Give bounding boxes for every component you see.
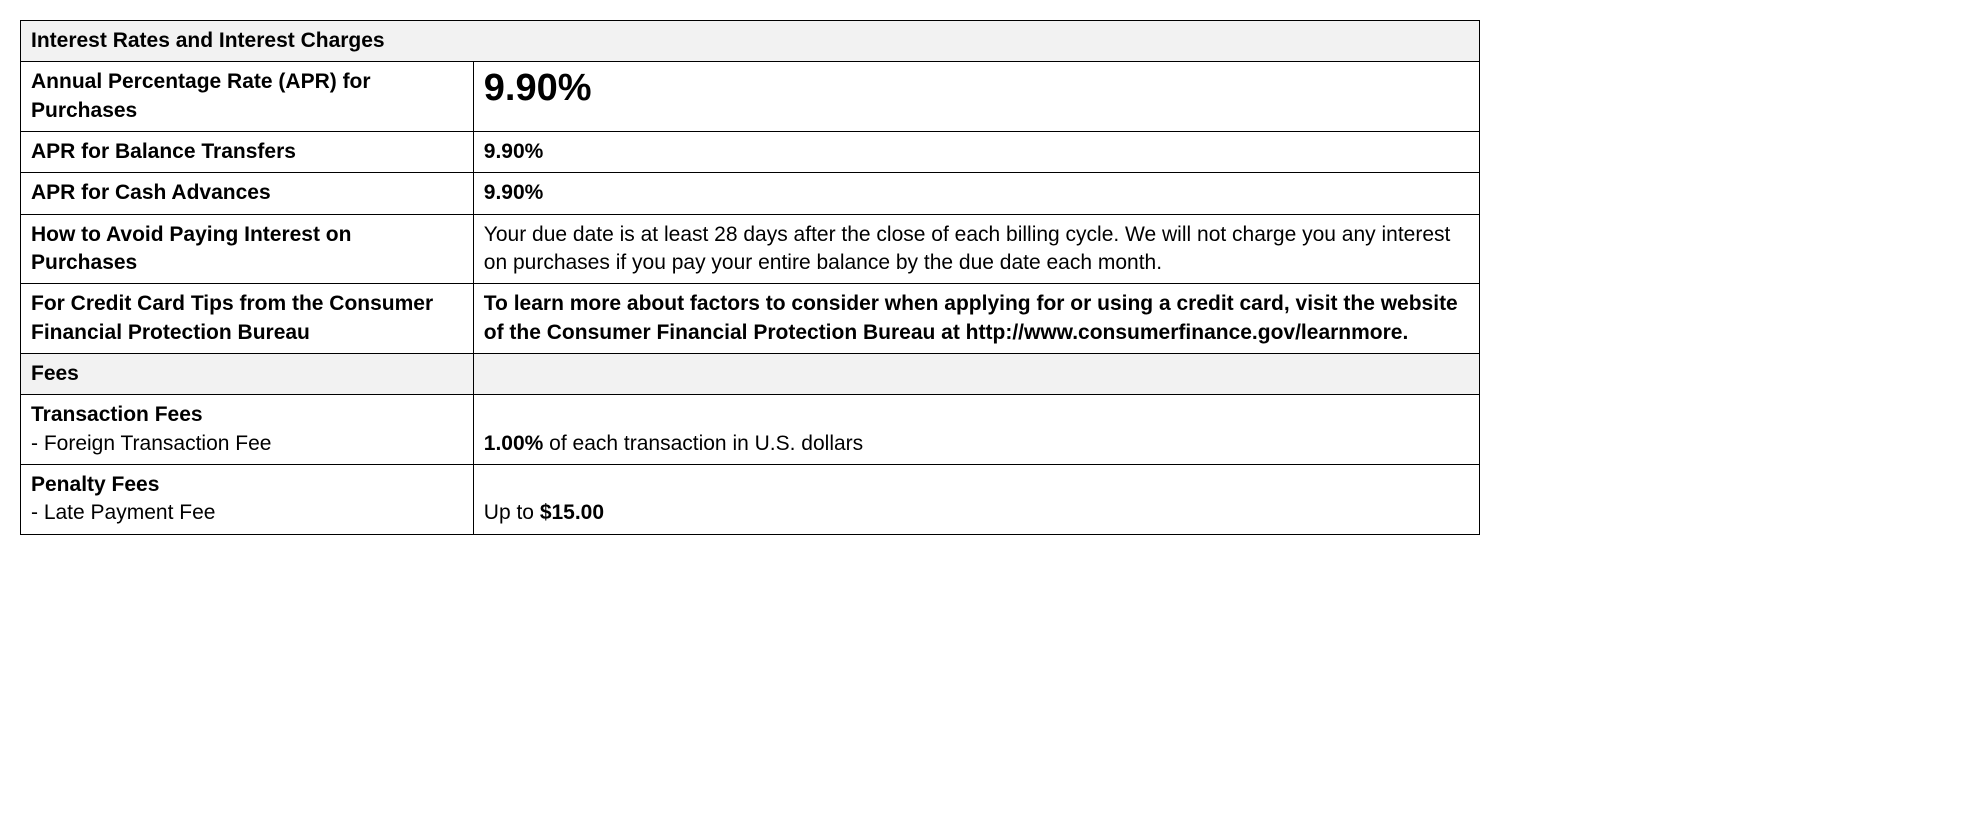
value-apr-cash: 9.90% bbox=[473, 173, 1479, 214]
label-cfpb-tips: For Credit Card Tips from the Consumer F… bbox=[21, 284, 474, 354]
transaction-fee-item: - Foreign Transaction Fee bbox=[31, 430, 463, 458]
row-transaction-fees: Transaction Fees - Foreign Transaction F… bbox=[21, 395, 1480, 465]
value-transaction-fees: 1.00% of each transaction in U.S. dollar… bbox=[473, 395, 1479, 465]
late-fee-amount: $15.00 bbox=[540, 501, 604, 524]
text-avoid-interest: Your due date is at least 28 days after … bbox=[473, 214, 1479, 284]
row-avoid-interest: How to Avoid Paying Interest on Purchase… bbox=[21, 214, 1480, 284]
section-header-fees: Fees bbox=[21, 354, 1480, 395]
schumer-box-table: Interest Rates and Interest Charges Annu… bbox=[20, 20, 1480, 535]
foreign-fee-rest: of each transaction in U.S. dollars bbox=[543, 432, 863, 455]
transaction-fees-heading: Transaction Fees bbox=[31, 403, 203, 426]
value-penalty-fees: Up to $15.00 bbox=[473, 465, 1479, 535]
section-title-interest: Interest Rates and Interest Charges bbox=[21, 21, 1480, 62]
penalty-fee-item: - Late Payment Fee bbox=[31, 499, 463, 527]
late-fee-prefix: Up to bbox=[484, 501, 540, 524]
section-header-interest: Interest Rates and Interest Charges bbox=[21, 21, 1480, 62]
row-apr-cash: APR for Cash Advances 9.90% bbox=[21, 173, 1480, 214]
row-apr-purchases: Annual Percentage Rate (APR) for Purchas… bbox=[21, 62, 1480, 132]
text-cfpb-tips: To learn more about factors to consider … bbox=[473, 284, 1479, 354]
foreign-fee-rate: 1.00% bbox=[484, 432, 544, 455]
row-cfpb-tips: For Credit Card Tips from the Consumer F… bbox=[21, 284, 1480, 354]
row-penalty-fees: Penalty Fees - Late Payment Fee Up to $1… bbox=[21, 465, 1480, 535]
penalty-fees-heading: Penalty Fees bbox=[31, 473, 159, 496]
apr-purchases-rate: 9.90% bbox=[484, 67, 592, 109]
value-apr-balance: 9.90% bbox=[473, 132, 1479, 173]
label-penalty-fees: Penalty Fees - Late Payment Fee bbox=[21, 465, 474, 535]
label-avoid-interest: How to Avoid Paying Interest on Purchase… bbox=[21, 214, 474, 284]
section-title-fees: Fees bbox=[21, 354, 474, 395]
value-apr-purchases: 9.90% bbox=[473, 62, 1479, 132]
label-apr-purchases: Annual Percentage Rate (APR) for Purchas… bbox=[21, 62, 474, 132]
label-apr-balance: APR for Balance Transfers bbox=[21, 132, 474, 173]
label-apr-cash: APR for Cash Advances bbox=[21, 173, 474, 214]
section-fees-spacer bbox=[473, 354, 1479, 395]
label-transaction-fees: Transaction Fees - Foreign Transaction F… bbox=[21, 395, 474, 465]
row-apr-balance: APR for Balance Transfers 9.90% bbox=[21, 132, 1480, 173]
